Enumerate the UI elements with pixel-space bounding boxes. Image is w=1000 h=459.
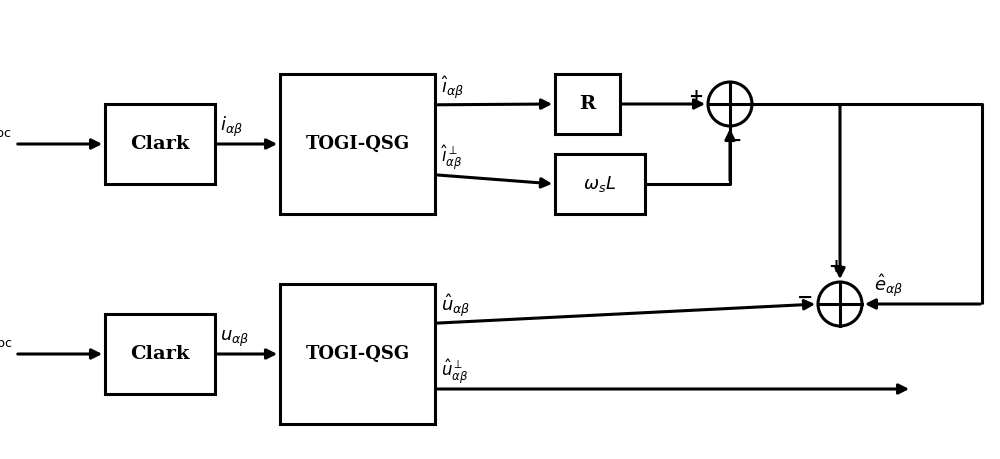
Text: −: − [726,132,743,150]
Bar [555,74,620,134]
Text: TOGI-QSG: TOGI-QSG [305,135,410,153]
Text: $\omega_s L$: $\omega_s L$ [583,174,617,194]
Bar [105,104,215,184]
Bar [280,284,435,424]
Bar [105,314,215,394]
Text: $u_{\rm abc}$: $u_{\rm abc}$ [0,331,12,349]
Text: +: + [688,89,703,106]
Text: $\hat{u}_{\alpha\beta}$: $\hat{u}_{\alpha\beta}$ [441,292,471,319]
Bar [280,74,435,214]
Text: Clark: Clark [130,135,190,153]
Text: $\hat{e}_{\alpha\beta}$: $\hat{e}_{\alpha\beta}$ [874,272,903,299]
Text: −: − [797,288,813,307]
Text: $u_{\alpha\beta}$: $u_{\alpha\beta}$ [220,329,249,349]
Text: $\hat{u}^{\perp}_{\alpha\beta}$: $\hat{u}^{\perp}_{\alpha\beta}$ [441,357,468,386]
Text: R: R [579,95,596,113]
Text: $\hat{\imath}^{\perp}_{\alpha\beta}$: $\hat{\imath}^{\perp}_{\alpha\beta}$ [441,143,463,172]
Text: +: + [828,258,843,276]
Text: $i_{\rm abc}$: $i_{\rm abc}$ [0,118,12,139]
Text: Clark: Clark [130,345,190,363]
Bar [555,154,645,214]
Text: $i_{\alpha\beta}$: $i_{\alpha\beta}$ [220,115,243,139]
Text: $\hat{\imath}_{\alpha\beta}$: $\hat{\imath}_{\alpha\beta}$ [441,74,464,101]
Text: TOGI-QSG: TOGI-QSG [305,345,410,363]
